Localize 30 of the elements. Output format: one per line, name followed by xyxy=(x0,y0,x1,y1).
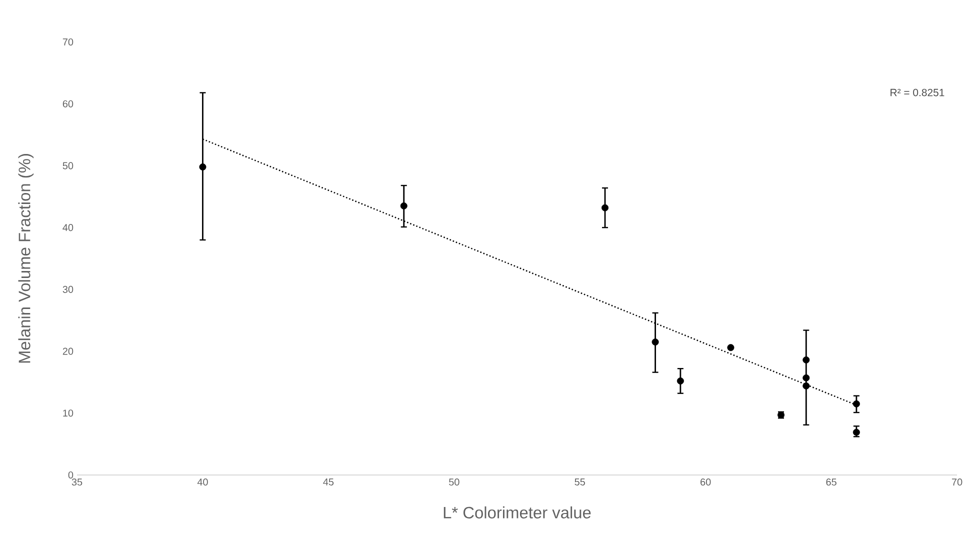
x-axis-title: L* Colorimeter value xyxy=(444,506,591,518)
x-tick-label: 50 xyxy=(449,478,460,486)
x-tick-label: 60 xyxy=(700,478,711,486)
y-tick-label: 30 xyxy=(62,286,74,293)
point xyxy=(400,202,408,210)
y-tick-label: 20 xyxy=(62,348,74,355)
point xyxy=(676,377,684,384)
x-tick-label: 35 xyxy=(72,478,82,486)
point xyxy=(727,344,734,352)
point xyxy=(652,338,659,346)
point xyxy=(852,400,860,408)
point xyxy=(852,428,860,436)
y-axis-title: Melanin Volume Fraction (%) xyxy=(18,154,34,363)
point xyxy=(802,382,810,390)
y-tick-label: 10 xyxy=(63,410,74,417)
x-tick-label: 40 xyxy=(197,478,208,486)
y-tick-label: 0 xyxy=(68,471,74,479)
point xyxy=(199,163,206,170)
y-tick-label: 70 xyxy=(62,38,74,46)
y-tick-label: 50 xyxy=(62,162,74,170)
y-tick-label: 60 xyxy=(62,100,74,108)
x-tick-label: 65 xyxy=(826,478,836,486)
x-tick-label: 70 xyxy=(952,478,962,486)
x-tick-label: 55 xyxy=(574,478,585,486)
point xyxy=(802,374,810,382)
annotation: R² = 0.8251 xyxy=(890,88,944,96)
y-tick-label: 40 xyxy=(62,224,74,232)
point xyxy=(602,204,609,212)
point xyxy=(802,356,810,364)
x-tick-label: 45 xyxy=(323,478,334,486)
